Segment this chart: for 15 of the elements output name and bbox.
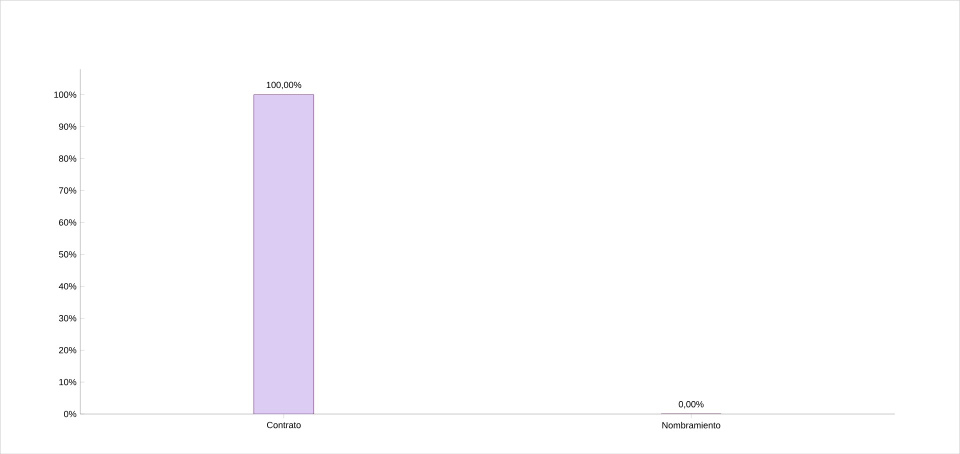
data-label: 100,00% (266, 82, 302, 90)
y-tick-label: 90% (59, 123, 76, 130)
x-tick-label: Nombramiento (662, 422, 720, 428)
y-tick-label: 40% (58, 283, 76, 290)
y-tick-label: 60% (59, 219, 76, 226)
x-tick-label: Contrato (267, 422, 301, 428)
y-tick-label: 70% (59, 187, 76, 194)
y-tick-label: 30% (58, 314, 76, 322)
y-tick-label: 100% (54, 91, 76, 98)
y-tick-label: 80% (59, 155, 76, 162)
y-tick-label: 20% (59, 346, 76, 354)
y-tick-label: 0% (64, 410, 76, 418)
y-tick-label: 50% (58, 251, 76, 258)
data-label: 0,00% (678, 400, 704, 408)
y-tick-label: 10% (59, 378, 76, 386)
